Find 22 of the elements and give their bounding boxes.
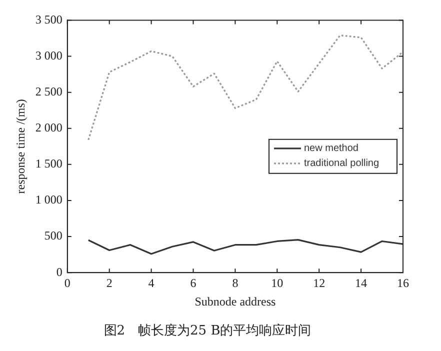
y-tick-label: 1 500: [35, 156, 62, 171]
line-series: [88, 34, 403, 141]
x-axis-title: Subnode address: [194, 294, 276, 308]
y-tick-label: 500: [44, 228, 62, 243]
legend-label: new method: [304, 143, 358, 154]
x-tick-label: 10: [271, 276, 284, 290]
x-tick-label: 16: [397, 276, 409, 290]
y-tick-label: 3 500: [35, 12, 62, 26]
y-tick-label: 3 000: [35, 48, 62, 62]
x-tick-label: 14: [355, 276, 368, 290]
y-tick-label: 2 500: [35, 84, 62, 98]
y-tick-label: 2 000: [35, 120, 62, 135]
x-tick-label: 4: [148, 276, 154, 290]
y-tick-label: 1 000: [35, 192, 62, 207]
y-tick-label: 0: [56, 264, 62, 279]
y-axis-title: response time /(ms): [13, 99, 28, 194]
x-tick-label: 6: [190, 276, 196, 290]
x-tick-label: 8: [232, 276, 238, 290]
x-tick-label: 2: [106, 276, 112, 290]
legend-label: traditional polling: [304, 158, 380, 170]
x-tick-label: 12: [313, 276, 326, 290]
text: 图2 帧长度为25 B的平均响应时间: [104, 322, 312, 339]
